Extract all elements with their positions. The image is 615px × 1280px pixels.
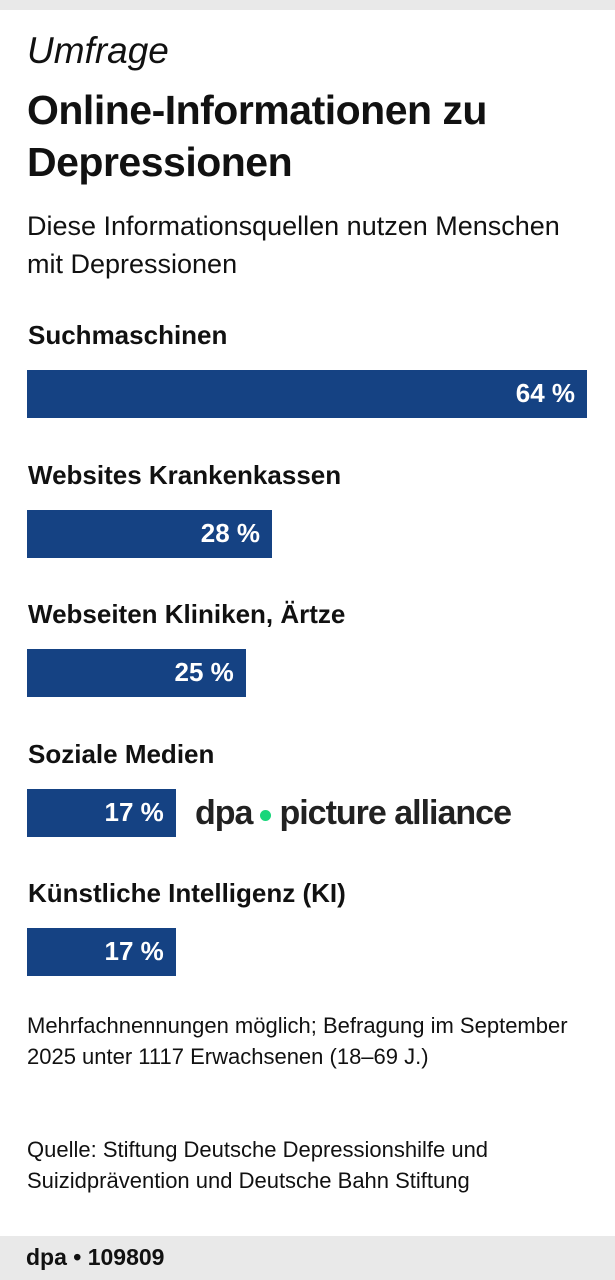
bar: 17 % (27, 928, 176, 976)
bar-value-label: 64 % (515, 378, 575, 408)
source: Quelle: Stiftung Deutsche Depressionshil… (27, 1137, 489, 1193)
watermark-dot (260, 809, 272, 821)
bar-value-label: 17 % (104, 796, 164, 827)
note: Mehrfachnennungen möglich; Befragung im … (27, 1013, 568, 1069)
watermark-right: picture alliance (279, 794, 512, 832)
watermark-logo: dpa picture alliance (195, 792, 512, 834)
bar: 28 % (27, 509, 272, 558)
watermark-left: dpa (195, 794, 253, 832)
category-label: Soziale Medien (28, 738, 215, 769)
top-strip (0, 0, 615, 10)
bar-value-label: 17 % (104, 936, 164, 966)
bar: 64 % (27, 370, 587, 418)
footer-id: dpa • 109809 (26, 1244, 165, 1270)
bar-value-label: 28 % (200, 517, 260, 548)
chart-title: Online-Informationen zu Depressionen (27, 87, 487, 185)
bar: 25 % (27, 649, 246, 697)
category-label: Künstliche Intelligenz (KI) (28, 878, 346, 908)
chart-subtitle: Diese Informationsquellen nutzen Mensche… (27, 211, 560, 279)
footer: dpa • 109809 (0, 1236, 615, 1280)
category-label: Webseiten Kliniken, Ärtze (28, 599, 346, 629)
category-label: Websites Krankenkassen (28, 459, 342, 490)
category-label: Suchmaschinen (28, 320, 228, 350)
bar-value-label: 25 % (174, 657, 234, 687)
bar: 17 % (27, 788, 176, 837)
kicker: Umfrage (27, 30, 169, 71)
